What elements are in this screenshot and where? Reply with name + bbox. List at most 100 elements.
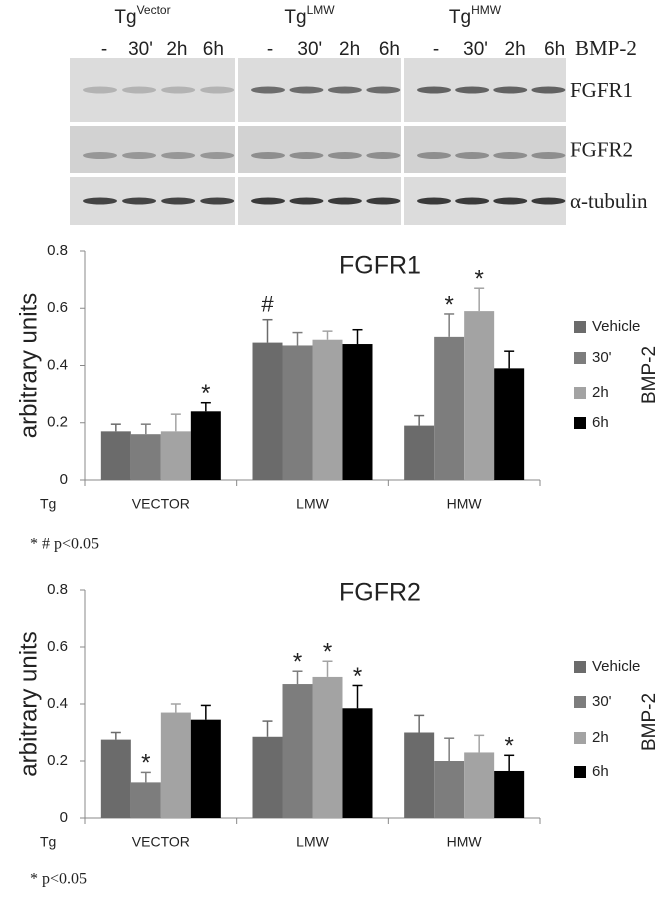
legend-title: BMP-2 <box>639 346 660 404</box>
bar <box>404 425 435 480</box>
bar <box>434 336 465 480</box>
blot-band <box>327 86 362 94</box>
lane-label: - <box>433 39 439 60</box>
blot-band <box>161 86 196 94</box>
blot-strip <box>238 126 401 173</box>
significance-marker: * <box>353 663 362 690</box>
bar <box>252 736 283 818</box>
blot-band <box>493 197 528 205</box>
legend-swatch <box>574 732 586 744</box>
significance-marker: * <box>504 733 513 760</box>
legend-label: 6h <box>592 414 609 431</box>
legend-swatch <box>574 417 586 429</box>
bar <box>434 761 465 818</box>
blot-band <box>200 197 235 205</box>
x-tick-label: HMW <box>447 834 483 850</box>
blot-band <box>122 197 157 205</box>
bar <box>312 339 343 480</box>
significance-marker: * <box>141 750 150 777</box>
blot-strip <box>70 126 235 173</box>
legend-swatch <box>574 352 586 364</box>
bar <box>342 344 373 480</box>
significance-marker: * <box>201 380 210 407</box>
row-label: α-tubulin <box>570 189 648 213</box>
treatment-label: BMP-2 <box>575 36 637 60</box>
blot-band <box>417 86 451 94</box>
legend-swatch <box>574 321 586 333</box>
legend-label: 30' <box>592 693 612 710</box>
blot-band <box>455 197 490 205</box>
footnote: * # p<0.05 <box>30 536 99 553</box>
bar <box>160 712 191 818</box>
lane-label: - <box>101 39 107 60</box>
y-tick-label: 0.6 <box>47 638 68 655</box>
row-label: FGFR2 <box>570 137 633 161</box>
lane-label: 2h <box>166 39 187 60</box>
chart-title: FGFR1 <box>339 252 421 280</box>
y-tick-label: 0.4 <box>47 356 68 373</box>
significance-marker: * <box>444 291 453 318</box>
blot-band <box>366 86 401 94</box>
legend-label: 2h <box>592 729 609 746</box>
blot-band <box>455 152 490 159</box>
blot-band <box>122 152 157 159</box>
x-tick-label: LMW <box>296 496 329 512</box>
blot-band <box>366 197 401 205</box>
blot-strip <box>404 126 566 173</box>
y-tick-label: 0.8 <box>47 242 68 259</box>
blot-band <box>531 152 566 159</box>
legend-swatch <box>574 696 586 708</box>
lane-label: 6h <box>544 39 565 60</box>
blot-band <box>493 152 528 159</box>
legend-swatch <box>574 766 586 778</box>
x-tick-label: VECTOR <box>132 496 190 512</box>
blot-band <box>122 86 157 94</box>
x-tick-label: VECTOR <box>132 834 190 850</box>
blot-band <box>289 86 324 94</box>
blot-band <box>200 152 235 159</box>
x-axis-label: Tg <box>40 496 56 512</box>
group-name: Tg <box>114 7 136 28</box>
y-tick-label: 0.2 <box>47 414 68 431</box>
bar <box>404 732 435 818</box>
x-tick-label: HMW <box>447 496 483 512</box>
bar <box>342 708 373 818</box>
y-axis-label: arbitrary units <box>15 631 42 776</box>
blot-band <box>289 197 324 205</box>
blot-band <box>531 197 566 205</box>
significance-marker: * <box>323 639 332 666</box>
group-label: TgVector <box>114 3 170 28</box>
blot-band <box>83 86 117 94</box>
bar <box>464 752 495 818</box>
blot-band <box>251 152 285 159</box>
blot-band <box>327 152 362 159</box>
bar <box>494 770 525 818</box>
bar <box>252 342 283 480</box>
blot-band <box>417 152 451 159</box>
bar <box>190 719 221 818</box>
y-tick-label: 0 <box>60 471 68 488</box>
blot-band <box>251 86 285 94</box>
legend-label: Vehicle <box>592 658 640 675</box>
group-label: TgLMW <box>284 3 335 28</box>
x-tick-label: LMW <box>296 834 329 850</box>
blot-band <box>417 197 451 205</box>
blot-band <box>83 152 117 159</box>
blot-band <box>83 197 117 205</box>
blot-band <box>200 86 235 94</box>
bar <box>130 434 161 480</box>
x-axis-label: Tg <box>40 834 56 850</box>
group-superscript: Vector <box>137 3 171 17</box>
lane-label: 6h <box>203 39 224 60</box>
group-superscript: LMW <box>307 3 336 17</box>
lane-label: 30' <box>297 39 322 60</box>
blot-band <box>531 86 566 94</box>
y-tick-label: 0.2 <box>47 752 68 769</box>
bar <box>494 368 525 480</box>
blot-band <box>493 86 528 94</box>
blot-band <box>289 152 324 159</box>
group-label: TgHMW <box>449 3 502 28</box>
bar <box>282 684 313 818</box>
